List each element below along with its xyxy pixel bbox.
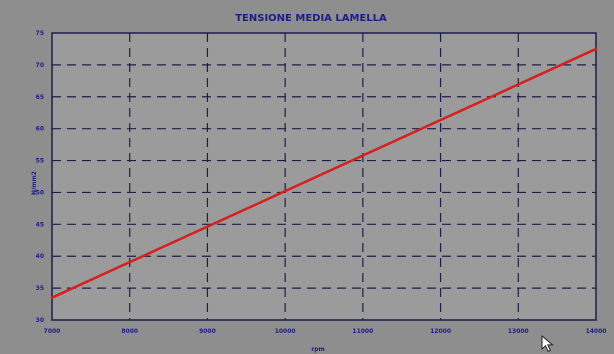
y-tick-label: 60 (36, 126, 44, 133)
y-tick-label: 70 (36, 62, 44, 69)
y-tick-label: 50 (36, 189, 44, 196)
y-tick-label: 35 (36, 285, 44, 292)
mouse-pointer-icon (541, 335, 554, 353)
y-tick-label: 30 (36, 317, 44, 324)
x-tick-label: 13000 (508, 328, 529, 335)
y-tick-label: 65 (36, 94, 44, 101)
x-tick-label: 7000 (44, 328, 61, 335)
y-tick-label: 75 (36, 30, 44, 37)
x-tick-label: 12000 (430, 328, 451, 335)
tick-labels: 7000 8000 9000 10000 11000 12000 13000 14000 30 3… (36, 30, 607, 335)
series-line (50, 47, 598, 299)
x-tick-label: 14000 (586, 328, 607, 335)
x-tick-label: 8000 (121, 328, 138, 335)
y-axis-label: N/mm2 (31, 171, 38, 195)
x-tick-label: 10000 (275, 328, 296, 335)
x-tick-label: 11000 (352, 328, 373, 335)
x-axis-label: rpm (311, 346, 325, 353)
grid-lines (52, 33, 596, 320)
chart-title: TENSIONE MEDIA LAMELLA (235, 13, 387, 24)
series (50, 47, 598, 299)
plot-area (51, 32, 597, 321)
x-tick-label: 9000 (199, 328, 216, 335)
y-tick-label: 55 (36, 158, 44, 165)
y-tick-label: 45 (36, 221, 44, 228)
y-tick-label: 40 (36, 253, 44, 260)
